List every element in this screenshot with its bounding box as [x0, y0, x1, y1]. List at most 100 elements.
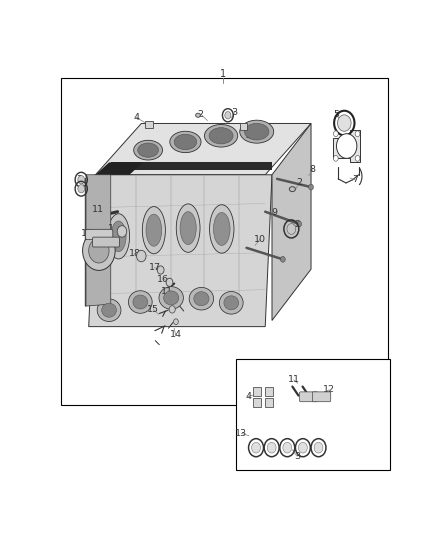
Ellipse shape — [146, 214, 162, 246]
Ellipse shape — [142, 207, 166, 254]
Ellipse shape — [194, 292, 209, 306]
Circle shape — [169, 306, 175, 313]
Ellipse shape — [180, 212, 196, 245]
Circle shape — [336, 134, 357, 158]
FancyBboxPatch shape — [92, 237, 120, 247]
Polygon shape — [333, 131, 360, 161]
Polygon shape — [86, 175, 111, 306]
Ellipse shape — [219, 292, 243, 314]
Circle shape — [297, 221, 301, 227]
Circle shape — [157, 266, 164, 274]
Text: 11: 11 — [161, 287, 173, 296]
Text: 1: 1 — [220, 69, 226, 79]
Ellipse shape — [170, 131, 201, 152]
Text: 12: 12 — [323, 385, 335, 394]
Text: 3: 3 — [232, 108, 238, 117]
Ellipse shape — [128, 290, 152, 313]
Ellipse shape — [133, 295, 148, 309]
Ellipse shape — [290, 187, 295, 191]
Circle shape — [88, 238, 109, 263]
Ellipse shape — [111, 221, 126, 252]
Text: 3: 3 — [294, 220, 300, 229]
Bar — [253, 387, 261, 397]
Ellipse shape — [134, 140, 162, 160]
Circle shape — [83, 231, 115, 270]
Circle shape — [267, 442, 276, 453]
Text: 15: 15 — [147, 305, 159, 314]
Ellipse shape — [209, 205, 234, 253]
Circle shape — [287, 224, 296, 235]
Ellipse shape — [205, 125, 238, 147]
Bar — [265, 399, 273, 407]
Ellipse shape — [164, 291, 179, 305]
Text: 11: 11 — [288, 375, 300, 384]
Text: 13: 13 — [235, 429, 247, 438]
Ellipse shape — [244, 124, 269, 140]
Circle shape — [283, 442, 292, 453]
Circle shape — [280, 256, 285, 262]
Polygon shape — [272, 124, 311, 320]
Circle shape — [173, 319, 178, 325]
Circle shape — [333, 131, 338, 136]
Text: 14: 14 — [170, 330, 182, 340]
Circle shape — [298, 442, 307, 453]
Ellipse shape — [102, 303, 117, 317]
Text: 10: 10 — [254, 235, 266, 244]
Text: 7: 7 — [352, 175, 358, 184]
Circle shape — [117, 225, 127, 237]
Bar — [265, 387, 273, 397]
Bar — [253, 399, 261, 407]
Polygon shape — [95, 163, 143, 175]
FancyBboxPatch shape — [86, 229, 113, 240]
Text: 18: 18 — [129, 249, 141, 258]
Circle shape — [333, 156, 338, 161]
Text: 4: 4 — [133, 113, 139, 122]
Text: 3: 3 — [294, 452, 300, 461]
Circle shape — [166, 278, 173, 286]
Text: 19: 19 — [108, 224, 120, 232]
Text: 9: 9 — [272, 208, 278, 217]
Ellipse shape — [240, 120, 274, 143]
Text: 5: 5 — [333, 109, 339, 118]
Circle shape — [355, 156, 360, 161]
Polygon shape — [88, 175, 272, 327]
Circle shape — [314, 442, 323, 453]
Text: 4: 4 — [245, 132, 251, 141]
Bar — [237, 359, 390, 470]
Text: 2: 2 — [296, 179, 302, 188]
Circle shape — [251, 442, 261, 453]
Circle shape — [309, 184, 314, 190]
Text: 8: 8 — [310, 165, 316, 174]
Ellipse shape — [209, 128, 233, 144]
Polygon shape — [111, 163, 272, 170]
Polygon shape — [95, 124, 311, 175]
Text: 16: 16 — [157, 274, 170, 284]
Text: 11: 11 — [92, 205, 104, 214]
Ellipse shape — [174, 134, 197, 150]
Bar — [240, 123, 247, 130]
Ellipse shape — [97, 299, 121, 321]
Ellipse shape — [159, 287, 184, 309]
Text: 4: 4 — [245, 392, 251, 401]
Bar — [61, 78, 389, 405]
Ellipse shape — [213, 213, 230, 245]
Bar — [145, 121, 153, 128]
Circle shape — [137, 251, 146, 262]
Text: 6: 6 — [352, 150, 358, 159]
Ellipse shape — [196, 113, 200, 117]
Ellipse shape — [224, 296, 239, 310]
Ellipse shape — [138, 143, 159, 157]
Circle shape — [225, 111, 231, 119]
FancyBboxPatch shape — [312, 392, 331, 402]
Circle shape — [78, 184, 85, 193]
Ellipse shape — [176, 204, 200, 252]
FancyBboxPatch shape — [300, 392, 318, 402]
Text: 17: 17 — [148, 263, 161, 272]
Text: 2: 2 — [198, 109, 204, 118]
Circle shape — [338, 115, 351, 131]
Ellipse shape — [108, 214, 130, 259]
Text: 12: 12 — [81, 229, 93, 238]
Circle shape — [78, 175, 85, 184]
Ellipse shape — [189, 287, 214, 310]
Polygon shape — [85, 175, 95, 306]
